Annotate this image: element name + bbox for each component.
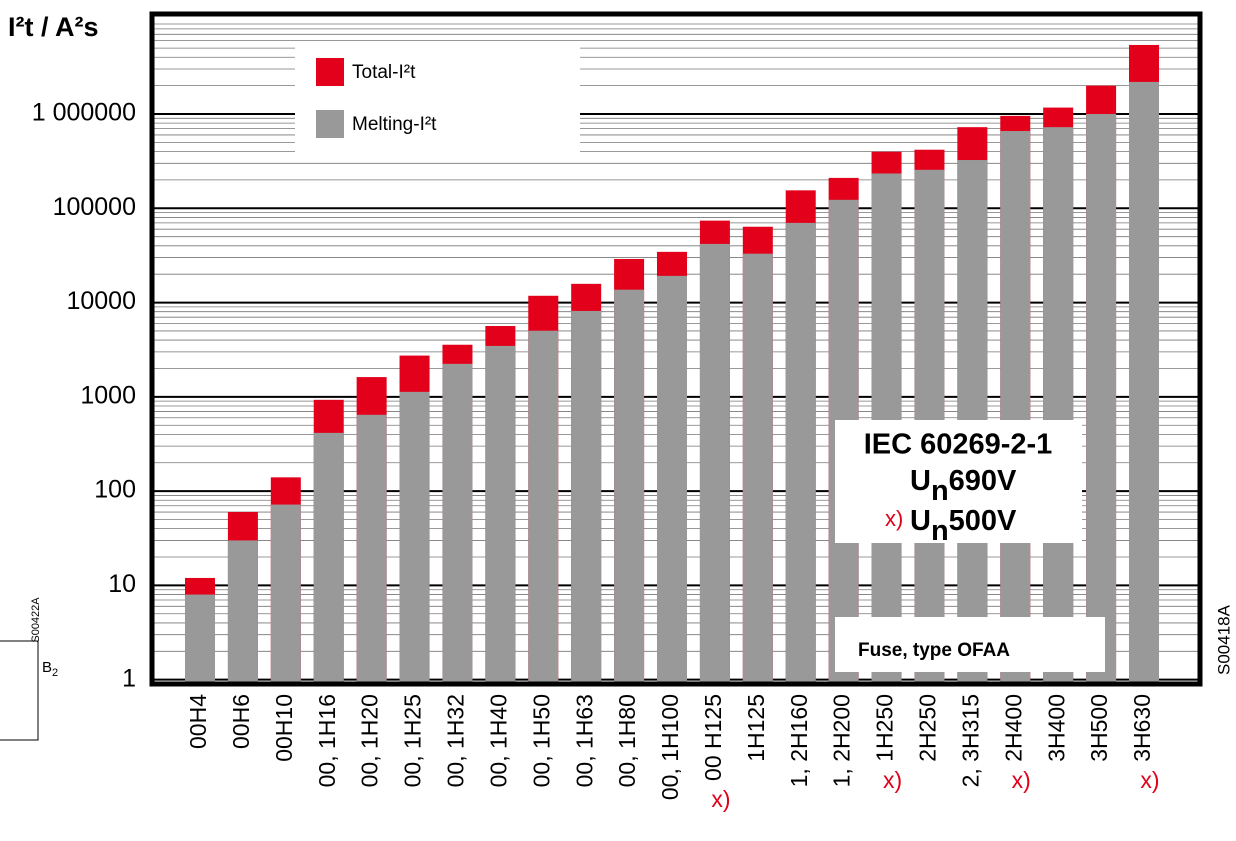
x-tick-label: 00H10 <box>271 694 297 762</box>
fragment-label-sub: 2 <box>52 667 58 679</box>
x-tick-label: 00 H125 <box>700 694 726 781</box>
category-note: x) <box>883 767 902 793</box>
x-tick-label: 2, 3H315 <box>957 694 983 787</box>
plot-frame <box>149 11 1203 687</box>
x-tick-label: 00, 1H16 <box>314 694 340 787</box>
x-tick-label: 2H250 <box>915 694 941 762</box>
y-axis-title: I²t / A²s <box>8 12 99 42</box>
bar <box>1129 81 1159 684</box>
fragment-bracket <box>0 640 39 741</box>
x-tick-label: 2H400 <box>1000 694 1026 762</box>
annotation-voltage: x) Un500V <box>885 505 1017 547</box>
x-tick-label: 3H400 <box>1043 694 1069 762</box>
bar <box>528 330 559 684</box>
voltage-sub: n <box>931 475 949 507</box>
annotation-standard: IEC 60269-2-1 <box>864 429 1053 461</box>
x-tick-label: 00, 1H32 <box>443 694 469 787</box>
bar <box>1043 127 1074 684</box>
bar <box>313 432 344 684</box>
voltage-value: 500V <box>949 505 1017 537</box>
bar <box>185 594 215 684</box>
legend-swatch <box>316 58 344 86</box>
x-tick-label: 00, 1H80 <box>614 694 640 787</box>
fragment-label-main: B <box>42 659 52 676</box>
bar <box>785 222 816 684</box>
bar <box>1086 114 1117 684</box>
bar <box>399 391 430 684</box>
category-note: x) <box>1012 767 1031 793</box>
bar <box>571 310 602 684</box>
x-tick-label: 1H250 <box>872 694 898 762</box>
x-tick-label: 1H125 <box>743 694 769 762</box>
voltage-sub: n <box>931 515 949 547</box>
x-tick-label: 00, 1H63 <box>571 694 597 787</box>
annotation-note: x) <box>885 506 903 531</box>
fuse-box <box>835 617 1105 672</box>
y-tick-label: 100 <box>94 476 136 504</box>
x-tick-label: 00, 1H25 <box>400 694 426 787</box>
y-tick-label: 1 <box>122 664 136 692</box>
bar <box>356 414 387 684</box>
x-tick-label: 3H500 <box>1086 694 1112 762</box>
x-tick-label: 3H630 <box>1129 694 1155 762</box>
bar <box>742 253 773 684</box>
x-tick-label: 00H6 <box>228 694 254 749</box>
bar <box>442 363 473 684</box>
x-tick-label: 1, 2H200 <box>829 694 855 787</box>
figure-code: S00418A <box>1214 604 1233 675</box>
bar <box>699 243 730 684</box>
y-tick-label: 1 000000 <box>32 99 136 127</box>
bar <box>227 540 258 684</box>
fuse-label: Fuse, type OFAA <box>858 640 1010 661</box>
y-tick-label: 100000 <box>53 193 136 221</box>
bar <box>270 504 301 684</box>
y-tick-label: 1000 <box>80 381 136 409</box>
bar <box>657 275 687 684</box>
legend-label: Total-I²t <box>352 62 416 83</box>
bar <box>1000 131 1031 684</box>
voltage-symbol: U <box>910 465 931 497</box>
category-note: x) <box>711 786 730 812</box>
legend-label: Melting-I²t <box>352 114 437 135</box>
x-tick-label: 00, 1H40 <box>485 694 511 787</box>
category-note: x) <box>1140 767 1159 793</box>
x-tick-label: 00, 1H20 <box>357 694 383 787</box>
voltage-symbol: U <box>910 505 931 537</box>
voltage-value: 690V <box>949 465 1017 497</box>
fragment-code: S00422A <box>30 597 42 643</box>
legend-swatch <box>316 110 344 138</box>
x-tick-label: 00, 1H50 <box>528 694 554 787</box>
y-tick-label: 10000 <box>66 287 136 315</box>
annotation-box <box>835 420 1082 543</box>
bar <box>614 289 645 684</box>
x-tick-label: 00H4 <box>185 694 211 749</box>
plot-layer <box>152 23 1200 685</box>
annotation-voltage: Un690V <box>910 465 1017 507</box>
fragment-label: B2 <box>42 659 58 679</box>
x-tick-label: 00, 1H100 <box>657 694 683 800</box>
y-tick-label: 10 <box>108 570 136 598</box>
bar <box>485 345 516 684</box>
x-tick-label: 1, 2H160 <box>786 694 812 787</box>
